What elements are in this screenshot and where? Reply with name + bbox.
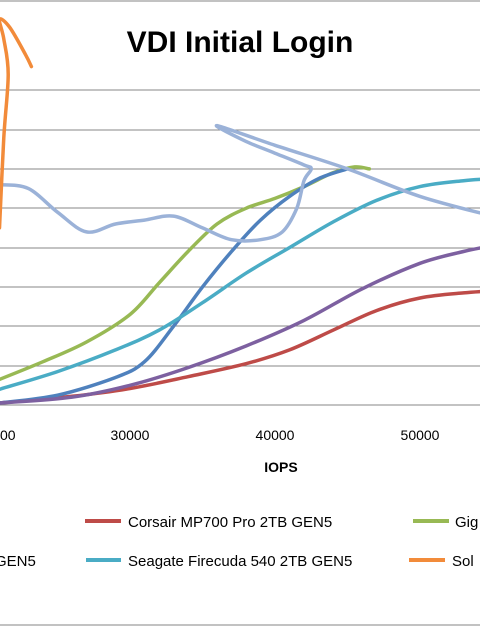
series-line-2 xyxy=(0,167,350,405)
legend-label-corsair: Corsair MP700 Pro 2TB GEN5 xyxy=(128,514,332,531)
series-line-4 xyxy=(0,246,480,405)
legend-label-gig: Gig xyxy=(455,514,478,531)
chart-title: VDI Initial Login xyxy=(127,26,354,59)
x-tick-label: 40000 xyxy=(256,427,295,443)
series-line-5 xyxy=(0,123,480,243)
legend-label-seagate: Seagate Firecuda 540 2TB GEN5 xyxy=(128,553,352,570)
legend: Corsair MP700 Pro 2TB GEN5 Gig GEN5 Seag… xyxy=(0,514,478,570)
x-tick-labels: 00 30000 40000 50000 xyxy=(0,427,440,443)
x-tick-label: 00 xyxy=(0,427,16,443)
series-line-3 xyxy=(0,177,480,391)
gridlines xyxy=(0,89,480,406)
x-tick-label: 30000 xyxy=(111,427,150,443)
legend-label-sol: Sol xyxy=(452,553,474,570)
x-tick-label: 50000 xyxy=(401,427,440,443)
series-line-6 xyxy=(0,17,34,230)
x-axis-title: IOPS xyxy=(264,459,297,475)
legend-label-gen5: GEN5 xyxy=(0,553,36,570)
series-lines xyxy=(0,17,480,405)
series-line-1 xyxy=(0,165,372,382)
